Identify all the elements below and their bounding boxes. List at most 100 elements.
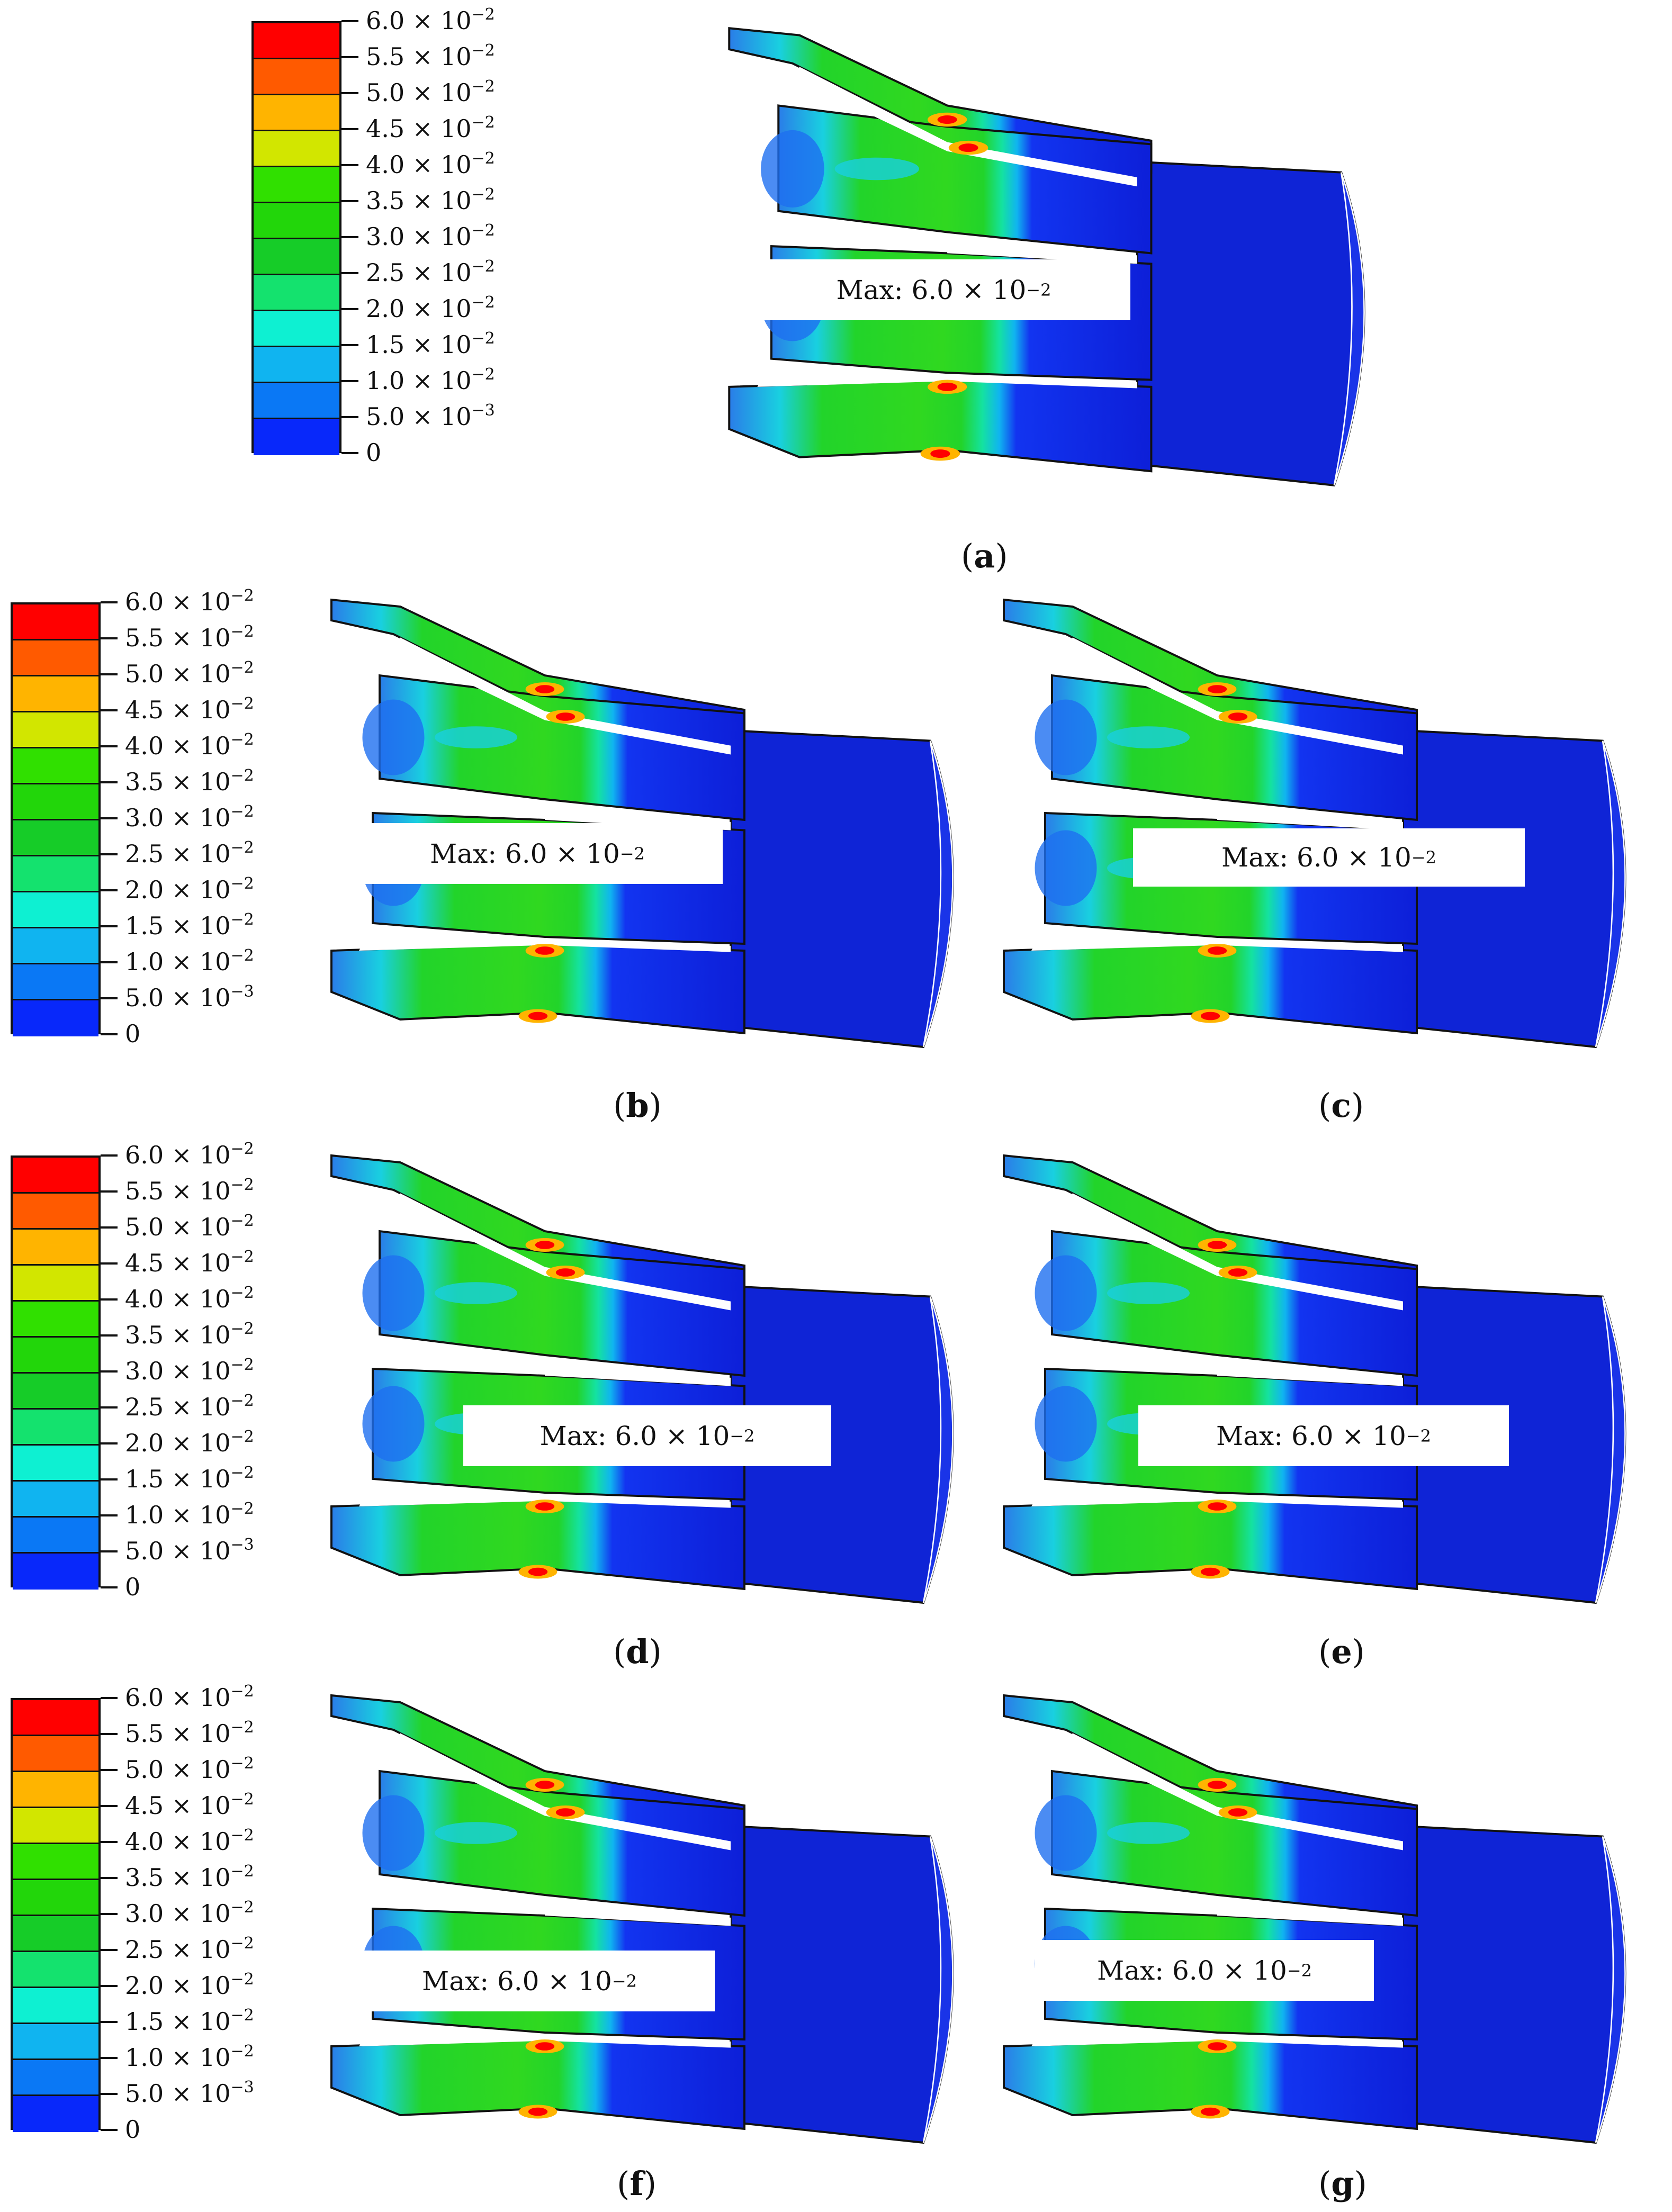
low-stress-zone: [362, 1255, 425, 1331]
legend-label-base: 0: [125, 1019, 141, 1048]
legend-label: 5.5 × 10−2: [366, 43, 495, 69]
legend-label: 5.5 × 10−2: [125, 624, 254, 652]
stress-peak: [528, 2107, 548, 2116]
legend-label-base: 3.5 × 10: [125, 1321, 231, 1349]
finger-gap: [393, 1193, 731, 1311]
legend-swatch: [13, 2060, 98, 2096]
legend-tick: [101, 1697, 118, 1699]
legend-label-exponent: −3: [230, 982, 254, 1001]
legend-label-exponent: −2: [230, 1790, 254, 1809]
legend-label-exponent: −2: [471, 5, 495, 24]
legend-label-exponent: −2: [471, 329, 495, 348]
clamp-body: [1402, 729, 1626, 1049]
clamp-ring-edge: [1333, 172, 1365, 486]
legend-label-base: 6.0 × 10: [125, 588, 231, 616]
legend-label: 0: [125, 1022, 140, 1046]
legend-label-exponent: −2: [230, 1284, 254, 1302]
legend-label-base: 6.0 × 10: [125, 1683, 231, 1712]
low-stress-zone: [1107, 1282, 1190, 1304]
legend-tick: [101, 637, 118, 639]
legend-swatch: [13, 1410, 98, 1446]
legend-tick: [101, 925, 118, 927]
legend-label: 3.0 × 10−2: [366, 223, 495, 249]
stress-peak: [1228, 1268, 1248, 1277]
legend-label-exponent: −2: [471, 149, 495, 168]
legend-label-base: 2.0 × 10: [366, 294, 472, 323]
legend-swatch: [13, 1266, 98, 1302]
legend-label: 5.0 × 10−2: [125, 660, 254, 687]
legend-label-base: 4.0 × 10: [125, 1285, 231, 1313]
legend-label-exponent: −2: [230, 1826, 254, 1845]
legend-tick: [101, 1877, 118, 1879]
legend-swatch: [13, 1736, 98, 1772]
legend-label-exponent: −2: [230, 2006, 254, 2025]
finger-gap: [1066, 637, 1403, 755]
legend-label: 6.0 × 10−2: [125, 1141, 254, 1169]
legend-label-base: 3.0 × 10: [125, 803, 231, 832]
legend-label: 0: [125, 2117, 140, 2142]
caption-letter: c: [1331, 1086, 1351, 1125]
low-stress-zone: [761, 130, 824, 208]
stress-peak: [535, 685, 555, 693]
low-stress-zone: [362, 1795, 425, 1871]
max-label-text: Max: 6.0 × 10: [540, 1420, 730, 1451]
legend-label-base: 5.0 × 10: [125, 1755, 231, 1784]
legend-color-bar: [11, 1155, 101, 1590]
finger-gap: [359, 1482, 731, 1508]
legend-tick: [101, 1226, 118, 1229]
legend-label-base: 6.0 × 10: [125, 1141, 231, 1169]
low-stress-zone: [1035, 1386, 1097, 1462]
legend-tick: [101, 1154, 118, 1157]
legend-tick: [101, 997, 118, 999]
legend-swatch: [254, 347, 339, 383]
stress-peak: [937, 115, 957, 124]
stress-peak: [535, 1502, 555, 1511]
legend-label-base: 6.0 × 10: [366, 6, 472, 35]
legend-label-base: 1.5 × 10: [125, 2007, 231, 2036]
legend-label-base: 3.0 × 10: [125, 1899, 231, 1928]
legend-tick: [101, 2021, 118, 2023]
legend-label-exponent: −2: [230, 1464, 254, 1482]
caption-letter: d: [626, 1632, 649, 1671]
legend-label: 2.5 × 10−2: [125, 1936, 254, 1962]
legend-label-base: 5.5 × 10: [125, 624, 231, 652]
max-label-text: Max: 6.0 × 10: [430, 838, 620, 869]
legend-tick: [101, 889, 118, 891]
stress-peak: [1207, 1502, 1227, 1511]
legend-tick: [101, 1550, 118, 1552]
legend-label-exponent: −2: [230, 946, 254, 965]
stress-peak: [555, 1268, 576, 1277]
legend-label-exponent: −2: [230, 730, 254, 749]
legend-swatch: [13, 1808, 98, 1844]
legend-label-base: 1.0 × 10: [366, 366, 472, 395]
legend-label-base: 1.5 × 10: [125, 1465, 231, 1493]
stress-peak: [937, 382, 957, 391]
legend-label-base: 4.5 × 10: [125, 1791, 231, 1820]
legend-tick: [101, 781, 118, 783]
legend-label: 1.0 × 10−2: [125, 1501, 254, 1529]
legend-tick: [101, 1805, 118, 1807]
legend-label-exponent: −2: [230, 766, 254, 785]
legend-label-exponent: −2: [230, 586, 254, 605]
legend-label: 5.0 × 10−3: [125, 2078, 254, 2106]
legend-tick: [341, 308, 358, 310]
max-label-text: Max: 6.0 × 10: [422, 1965, 612, 1997]
legend-tick: [101, 1913, 118, 1915]
legend-label: 3.5 × 10−2: [125, 1321, 254, 1349]
legend-label-exponent: −2: [230, 1212, 254, 1230]
legend-label-base: 1.5 × 10: [125, 911, 231, 940]
legend-label-exponent: −3: [230, 2078, 254, 2097]
stress-peak: [555, 1808, 576, 1817]
legend-label-exponent: −2: [230, 838, 254, 857]
legend-swatch: [13, 712, 98, 748]
legend-swatch: [13, 1374, 98, 1410]
legend-label-base: 1.0 × 10: [125, 2043, 231, 2072]
legend-swatch: [254, 203, 339, 239]
legend-label-exponent: −2: [230, 1970, 254, 1989]
legend-label: 2.5 × 10−2: [125, 840, 254, 866]
legend-label-exponent: −2: [471, 365, 495, 384]
legend-label: 3.5 × 10−2: [125, 1864, 254, 1890]
legend-label-base: 1.5 × 10: [366, 330, 472, 359]
legend-swatch: [254, 275, 339, 311]
legend-label-base: 1.0 × 10: [125, 1501, 231, 1529]
